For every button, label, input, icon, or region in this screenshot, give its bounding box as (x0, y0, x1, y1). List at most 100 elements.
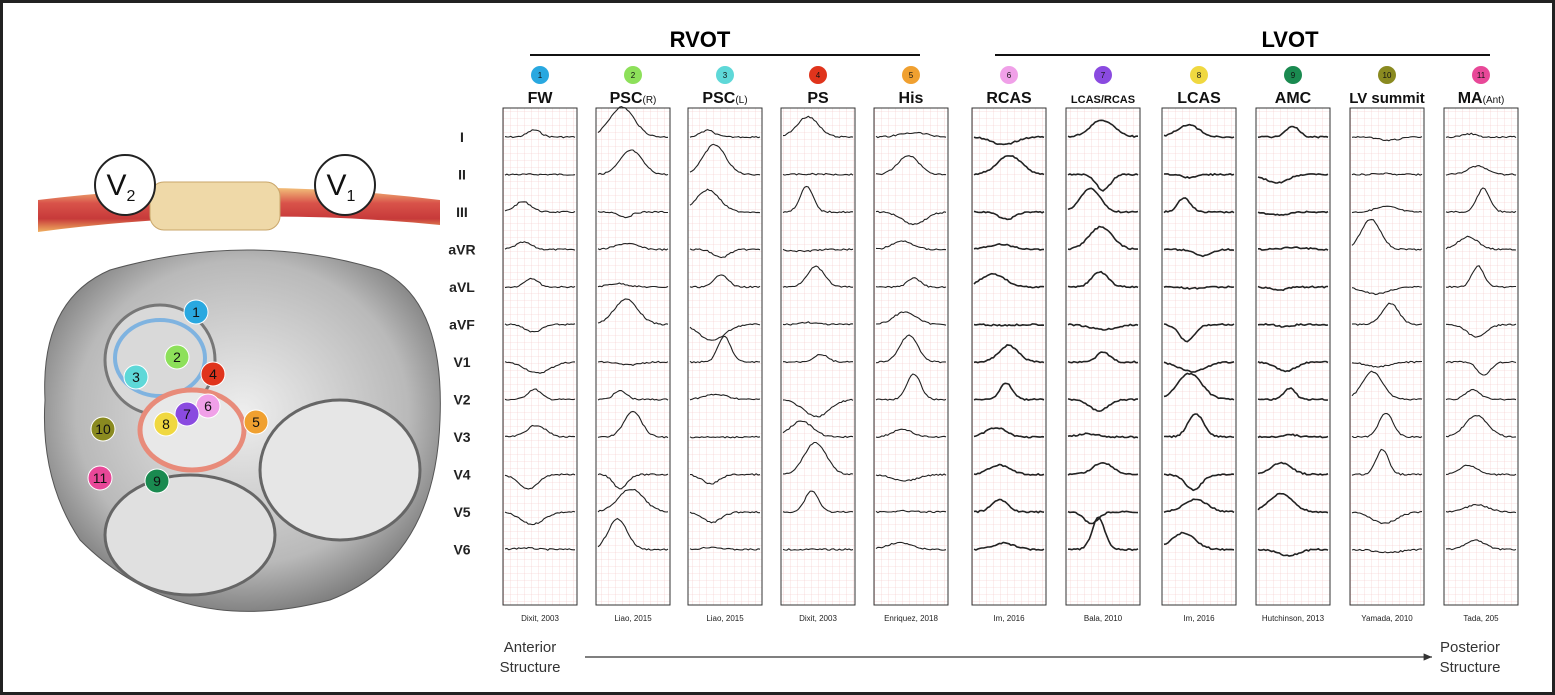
electrode-label: V1 (327, 169, 356, 205)
site-marker-label: 5 (252, 414, 260, 430)
site-name-text: AMC (1275, 90, 1312, 107)
site-badge-label: 2 (631, 71, 636, 80)
ecg-trace (973, 323, 1045, 327)
site-marker-label: 3 (132, 369, 140, 385)
ecg-trace (875, 240, 947, 251)
ecg-trace (1163, 247, 1235, 258)
ecg-trace (1257, 285, 1328, 292)
ecg-trace (1163, 372, 1235, 401)
ecg-trace (1445, 539, 1517, 551)
site-name: PSC(R) (610, 90, 657, 107)
ecg-trace (973, 427, 1045, 439)
site-badge-label: 4 (816, 71, 821, 80)
ecg-trace (875, 541, 947, 551)
citation: Im, 2016 (993, 614, 1025, 623)
group-label: RVOT (670, 27, 731, 52)
ecg-trace (1351, 302, 1423, 326)
ecg-trace (973, 272, 1045, 289)
site-marker-label: 9 (153, 473, 161, 489)
lead-label: II (458, 167, 466, 183)
ecg-panel (780, 107, 856, 606)
ecg-trace (973, 463, 1045, 476)
site-marker (90, 416, 116, 442)
site-badge-label: 9 (1291, 71, 1296, 80)
site-name-text: His (899, 90, 924, 107)
ecg-trace (597, 360, 669, 367)
ecg-trace (597, 149, 669, 176)
site-name-text: PSC (610, 90, 643, 107)
ecg-trace (875, 131, 947, 139)
ecg-trace (597, 389, 669, 401)
ecg-trace (1067, 225, 1138, 251)
site-badge-label: 5 (909, 71, 914, 80)
axis-label: Anterior (504, 639, 557, 656)
ecg-trace (973, 155, 1045, 176)
ecg-trace (1067, 187, 1139, 214)
ecg-trace (1067, 432, 1139, 439)
site-suffix: (R) (643, 95, 657, 106)
site-marker (164, 344, 190, 370)
ecg-trace (689, 129, 761, 139)
lead-label: V1 (453, 354, 470, 370)
site-badge (1284, 66, 1302, 84)
site-name-text: PSC (702, 90, 735, 107)
group-label: LVOT (1261, 27, 1319, 52)
ecg-trace (783, 354, 853, 364)
lead-label: V3 (453, 429, 470, 445)
site-name: His (899, 90, 924, 107)
ecg-trace (1351, 412, 1423, 439)
ecg-trace (1163, 197, 1235, 214)
electrode-letter: V (107, 169, 127, 202)
ecg-trace (1351, 360, 1423, 368)
lead-label: aVR (448, 242, 475, 258)
site-badge-label: 10 (1383, 71, 1392, 80)
ecg-trace (1163, 285, 1235, 290)
ecg-trace (1351, 136, 1423, 142)
ecg-trace (973, 498, 1045, 514)
citation: Liao, 2015 (706, 614, 744, 623)
ecg-trace (1257, 173, 1329, 184)
ecg-trace (689, 323, 761, 341)
ecg-panel (971, 107, 1047, 606)
site-badge (1378, 66, 1396, 84)
ecg-trace (973, 344, 1045, 364)
site-badge (1094, 66, 1112, 84)
ecg-trace (689, 393, 761, 401)
ecg-trace (504, 241, 576, 251)
ecg-trace (1257, 433, 1329, 439)
ecg-trace (597, 282, 669, 289)
ecg-trace (1163, 473, 1235, 492)
ecg-trace (504, 201, 576, 214)
ecg-trace (1257, 461, 1329, 476)
site-name: RCAS (986, 90, 1032, 107)
ecg-trace (597, 242, 669, 251)
ecg-trace (1257, 125, 1329, 139)
ecg-trace (1351, 548, 1423, 554)
ecg-trace (1163, 413, 1235, 439)
site-marker-label: 10 (95, 421, 111, 437)
ecg-trace (504, 473, 576, 490)
ecg-trace (597, 298, 669, 326)
ecg-trace (1445, 187, 1517, 214)
site-marker-label: 7 (183, 406, 191, 422)
ecg-trace (782, 321, 854, 326)
ecg-trace (875, 210, 947, 226)
ecg-trace (1351, 448, 1423, 476)
citation: Tada, 205 (1463, 614, 1499, 623)
ecg-trace (875, 311, 947, 326)
ecg-trace (504, 546, 575, 551)
ecg-trace (1257, 547, 1329, 557)
site-marker (200, 361, 226, 387)
site-name: LCAS/RCAS (1071, 94, 1135, 106)
ecg-trace (1163, 172, 1235, 179)
ecg-trace (973, 210, 1045, 221)
ecg-trace (597, 106, 669, 138)
site-name: AMC (1275, 90, 1312, 107)
ecg-trace (1067, 351, 1139, 364)
ecg-trace (689, 274, 761, 289)
site-badge (1000, 66, 1018, 84)
site-marker-label: 6 (204, 398, 212, 414)
ecg-trace (875, 155, 947, 176)
